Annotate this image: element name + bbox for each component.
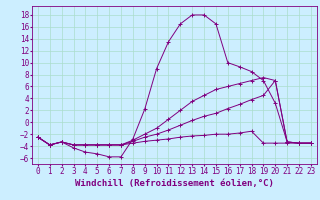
X-axis label: Windchill (Refroidissement éolien,°C): Windchill (Refroidissement éolien,°C) (75, 179, 274, 188)
